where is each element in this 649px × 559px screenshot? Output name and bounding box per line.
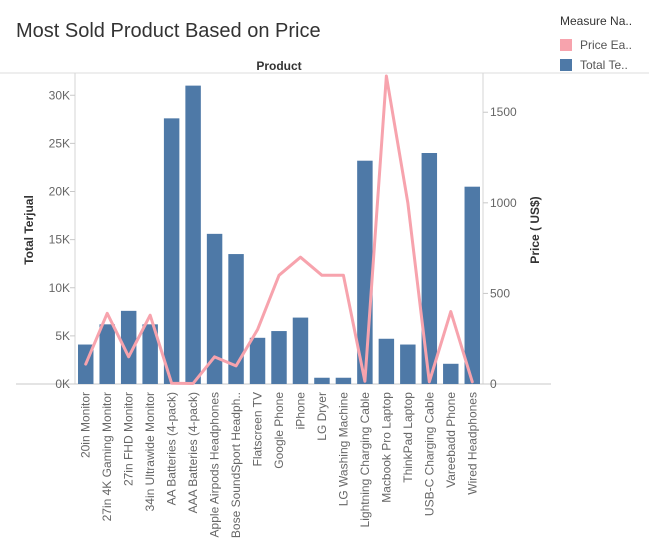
column-header: Product xyxy=(256,59,301,73)
bar xyxy=(292,317,309,384)
y-right-tick-label: 1000 xyxy=(490,196,517,210)
legend-item-total[interactable]: Total Te.. xyxy=(560,55,649,75)
bar-series xyxy=(78,85,480,384)
x-tick-label: LG Dryer xyxy=(315,392,329,441)
y-axis-left-title: Total Terjual xyxy=(22,195,36,265)
y-right-tick-label: 0 xyxy=(490,377,497,391)
bar xyxy=(400,344,416,384)
y-left-tick-label: 0K xyxy=(55,377,70,391)
legend: Measure Na.. Price Ea.. Total Te.. xyxy=(560,14,649,75)
bar xyxy=(120,310,137,384)
y-right-tick-label: 1500 xyxy=(490,105,517,119)
bar xyxy=(142,324,158,384)
x-tick-label: 27in 4K Gaming Monitor xyxy=(100,392,114,521)
y-axis-right-title: Price ( US$) xyxy=(528,196,542,263)
x-tick-label: Lightning Charging Cable xyxy=(358,392,372,528)
x-tick-label: Vareebadd Phone xyxy=(444,392,458,488)
x-tick-label: Macbook Pro Laptop xyxy=(379,392,393,503)
y-left-tick-label: 15K xyxy=(49,233,70,247)
bar xyxy=(185,85,201,384)
bar xyxy=(335,377,352,384)
x-tick-label: Flatscreen TV xyxy=(251,392,265,466)
y-left-tick-label: 20K xyxy=(49,185,70,199)
bar xyxy=(314,377,330,384)
bar xyxy=(378,338,395,384)
x-tick-label: Google Phone xyxy=(272,392,286,469)
line-series xyxy=(84,74,474,385)
bar xyxy=(271,331,287,384)
legend-title: Measure Na.. xyxy=(560,14,633,28)
x-tick-label: iPhone xyxy=(293,392,307,430)
bar xyxy=(464,186,480,384)
x-tick-label: ThinkPad Laptop xyxy=(401,392,415,483)
bar xyxy=(443,363,459,384)
legend-label-total: Total Te.. xyxy=(580,58,628,72)
x-tick-label: AAA Batteries (4-pack) xyxy=(186,392,200,513)
x-tick-label: Apple Airpods Headphones xyxy=(208,392,222,537)
legend-item-price[interactable]: Price Ea.. xyxy=(560,35,649,55)
legend-label-price: Price Ea.. xyxy=(580,38,633,52)
x-tick-label: USB-C Charging Cable xyxy=(422,392,436,516)
bar xyxy=(99,324,115,384)
x-tick-label: 34in Ultrawide Monitor xyxy=(143,392,157,511)
bar xyxy=(206,233,223,384)
legend-swatch-total xyxy=(560,59,572,71)
legend-swatch-price xyxy=(560,39,572,51)
bar xyxy=(249,337,266,384)
y-left-tick-label: 25K xyxy=(49,136,70,150)
x-tick-label: 20in Monitor xyxy=(79,392,93,458)
chart-title: Most Sold Product Based on Price xyxy=(16,20,321,42)
x-tick-label: LG Washing Machine xyxy=(336,392,350,507)
bar xyxy=(228,254,244,384)
y-left-tick-label: 10K xyxy=(49,281,70,295)
bar xyxy=(163,118,180,384)
y-right-tick-label: 500 xyxy=(490,286,510,300)
y-left-tick-label: 5K xyxy=(55,329,70,343)
x-tick-label: Wired Headphones xyxy=(465,392,479,495)
price-line xyxy=(84,74,474,385)
x-tick-label: Bose SoundSport Headph.. xyxy=(229,392,243,538)
bar xyxy=(421,153,438,384)
y-left-tick-label: 30K xyxy=(49,88,70,102)
x-tick-label: AA Batteries (4-pack) xyxy=(165,392,179,505)
x-tick-label: 27in FHD Monitor xyxy=(122,392,136,486)
axes: 0K 5K 10K 15K 20K 25K 30K 0 500 1000 1500 20in Moni… xyxy=(49,88,517,538)
